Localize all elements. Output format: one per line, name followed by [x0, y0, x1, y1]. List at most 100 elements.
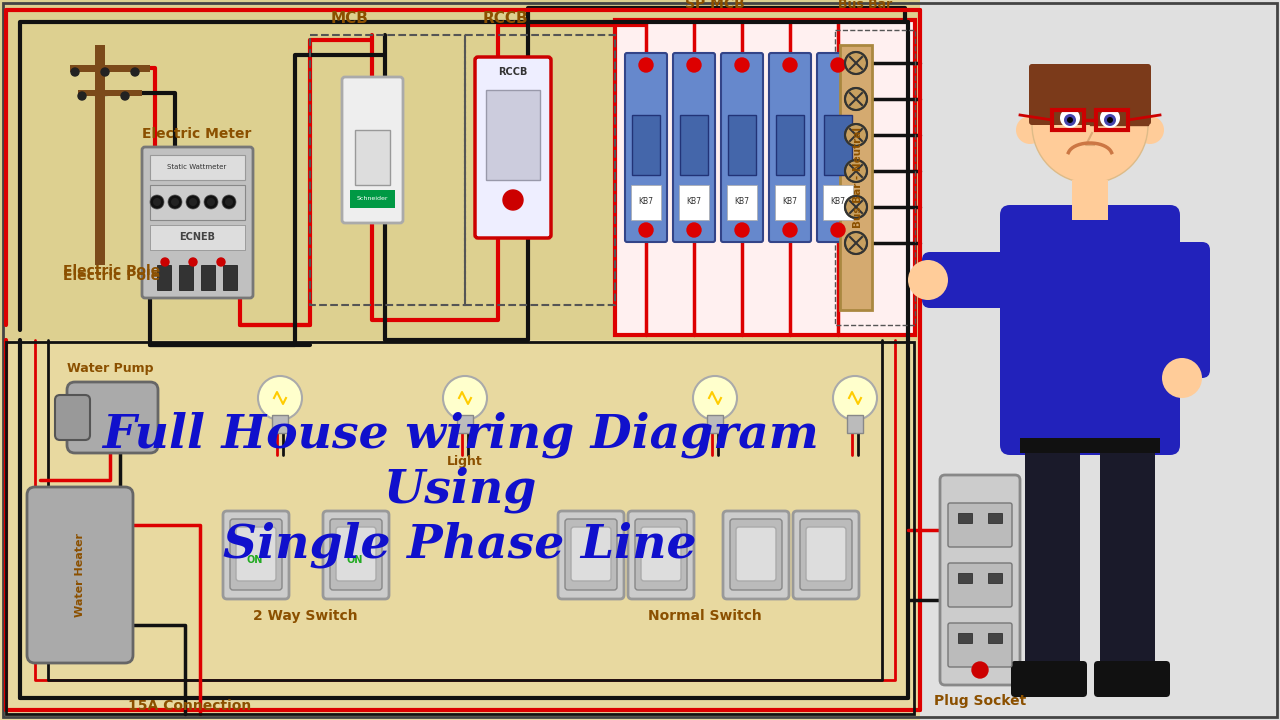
Text: MCB: MCB	[332, 11, 369, 26]
Circle shape	[168, 195, 182, 209]
Bar	[840, 45, 872, 310]
Circle shape	[172, 198, 179, 206]
Circle shape	[443, 376, 486, 420]
Text: Bus Bar: Bus Bar	[838, 0, 892, 11]
FancyBboxPatch shape	[223, 511, 289, 599]
Text: Static Wattmeter: Static Wattmeter	[168, 164, 227, 170]
Text: RCCB: RCCB	[483, 11, 527, 26]
FancyBboxPatch shape	[628, 511, 694, 599]
FancyBboxPatch shape	[625, 53, 667, 242]
FancyBboxPatch shape	[806, 527, 846, 581]
Circle shape	[259, 376, 302, 420]
Text: Electric Pole: Electric Pole	[64, 269, 160, 283]
Text: Full House wiring Diagram: Full House wiring Diagram	[101, 412, 818, 458]
Circle shape	[186, 195, 200, 209]
Bar	[678, 185, 709, 220]
Bar	[1025, 440, 1080, 670]
FancyBboxPatch shape	[922, 252, 1023, 308]
FancyBboxPatch shape	[558, 511, 625, 599]
FancyBboxPatch shape	[817, 53, 859, 242]
Text: RCCB: RCCB	[498, 67, 527, 77]
Bar	[614, 20, 915, 335]
Bar	[776, 115, 804, 175]
Bar	[310, 35, 465, 305]
Circle shape	[78, 92, 86, 100]
Bar	[0, 340, 920, 720]
FancyBboxPatch shape	[948, 623, 1012, 667]
Text: Schneider: Schneider	[356, 197, 388, 202]
Bar	[0, 0, 920, 340]
Circle shape	[1162, 358, 1202, 398]
Circle shape	[735, 58, 749, 72]
Bar	[6, 342, 914, 714]
FancyBboxPatch shape	[1011, 661, 1087, 697]
Text: Electric Pole: Electric Pole	[64, 264, 160, 278]
Circle shape	[161, 258, 169, 266]
FancyBboxPatch shape	[800, 519, 852, 590]
Circle shape	[131, 68, 140, 76]
FancyBboxPatch shape	[323, 511, 389, 599]
FancyBboxPatch shape	[1155, 242, 1210, 378]
Bar	[78, 90, 142, 96]
Bar	[727, 185, 756, 220]
Circle shape	[972, 662, 988, 678]
Circle shape	[845, 124, 867, 146]
FancyBboxPatch shape	[571, 527, 611, 581]
Bar	[988, 573, 1002, 583]
FancyBboxPatch shape	[67, 382, 157, 453]
FancyBboxPatch shape	[948, 563, 1012, 607]
FancyBboxPatch shape	[948, 503, 1012, 547]
FancyBboxPatch shape	[794, 511, 859, 599]
FancyBboxPatch shape	[940, 475, 1020, 685]
Bar	[355, 130, 390, 185]
Circle shape	[639, 223, 653, 237]
Circle shape	[639, 58, 653, 72]
Circle shape	[1060, 108, 1080, 128]
Circle shape	[692, 376, 737, 420]
Circle shape	[154, 198, 161, 206]
Text: Normal Switch: Normal Switch	[648, 609, 762, 623]
Bar	[273, 415, 288, 433]
Circle shape	[831, 223, 845, 237]
Circle shape	[845, 160, 867, 182]
Text: Plug Socket: Plug Socket	[934, 694, 1027, 708]
FancyBboxPatch shape	[736, 527, 776, 581]
Bar	[457, 415, 474, 433]
Circle shape	[207, 198, 215, 206]
Bar	[150, 185, 244, 220]
Bar	[728, 115, 756, 175]
Circle shape	[783, 223, 797, 237]
FancyBboxPatch shape	[236, 527, 276, 581]
Circle shape	[908, 260, 948, 300]
Text: ON: ON	[347, 555, 364, 565]
Text: 2 Way Switch: 2 Way Switch	[252, 609, 357, 623]
Circle shape	[189, 258, 197, 266]
Circle shape	[845, 232, 867, 254]
Circle shape	[221, 195, 236, 209]
FancyBboxPatch shape	[730, 519, 782, 590]
Bar	[632, 115, 660, 175]
FancyBboxPatch shape	[723, 511, 788, 599]
Bar	[957, 573, 972, 583]
Circle shape	[783, 58, 797, 72]
FancyBboxPatch shape	[564, 519, 617, 590]
Circle shape	[1016, 116, 1044, 144]
Circle shape	[1137, 116, 1164, 144]
Bar	[70, 65, 150, 72]
Circle shape	[218, 258, 225, 266]
FancyBboxPatch shape	[330, 519, 381, 590]
Bar	[1020, 438, 1160, 453]
Circle shape	[1032, 67, 1148, 183]
Text: Water Heater: Water Heater	[76, 533, 84, 617]
Bar	[201, 265, 215, 290]
FancyBboxPatch shape	[1029, 64, 1151, 125]
FancyBboxPatch shape	[142, 147, 253, 298]
Circle shape	[735, 223, 749, 237]
FancyBboxPatch shape	[1094, 661, 1170, 697]
Circle shape	[1100, 108, 1120, 128]
Circle shape	[845, 52, 867, 74]
Bar	[847, 415, 863, 433]
Bar	[957, 633, 972, 643]
Circle shape	[1107, 117, 1114, 123]
Circle shape	[687, 58, 701, 72]
